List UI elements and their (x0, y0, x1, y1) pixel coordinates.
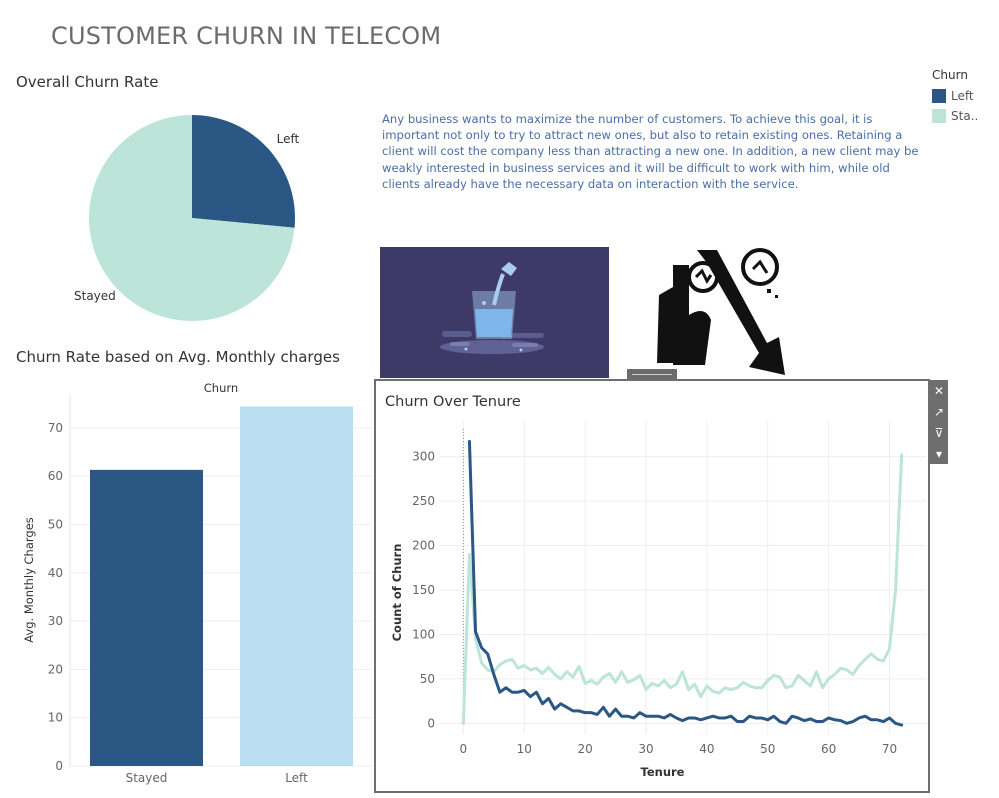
legend-title: Churn (932, 68, 968, 82)
line-x-tick-label: 70 (882, 742, 897, 756)
legend-item-left[interactable]: Left (932, 86, 994, 106)
line-x-tick-label: 20 (577, 742, 592, 756)
bar-y-tick-label: 40 (48, 566, 63, 580)
legend-item-stayed[interactable]: Sta.. (932, 106, 994, 126)
bar-y-tick-label: 0 (55, 759, 63, 773)
bar-y-axis-title: Avg. Monthly Charges (22, 517, 36, 643)
bar-y-tick-label: 50 (48, 517, 63, 531)
overall-churn-pie-chart: Left Stayed (74, 115, 300, 321)
bar-chart-title: Churn Rate based on Avg. Monthly charges (16, 348, 340, 366)
legend-swatch-left (932, 89, 946, 103)
water-glass-illustration (380, 247, 609, 378)
pie-slice-left (192, 115, 295, 228)
bar-y-tick-label: 30 (48, 614, 63, 628)
bar-x-tick-label: Stayed (126, 771, 168, 785)
legend-swatch-stayed (932, 109, 946, 123)
line-x-tick-label: 30 (638, 742, 653, 756)
bar-column-header: Churn (204, 381, 238, 395)
series-line-stayed (461, 453, 904, 725)
line-x-tick-label: 10 (517, 742, 532, 756)
bar-left (240, 406, 353, 766)
line-y-tick-label: 150 (412, 583, 435, 597)
filter-icon[interactable]: ⊽ (934, 425, 944, 440)
bar-y-tick-label: 60 (48, 469, 63, 483)
series-line-left (467, 439, 904, 727)
bar-stayed (90, 469, 203, 766)
hands-price-icon (645, 245, 795, 380)
line-x-tick-label: 0 (460, 742, 468, 756)
line-y-tick-label: 250 (412, 494, 435, 508)
layout-drag-handle[interactable] (627, 369, 677, 380)
menu-dropdown-icon[interactable]: ▾ (935, 446, 943, 461)
legend-label-left: Left (951, 89, 974, 103)
churn-over-tenure-line-chart: 0 50 100 150 200 250 300 0 10 20 30 40 50 60 70 Tenure C… (390, 421, 926, 779)
dashboard-title: CUSTOMER CHURN IN TELECOM (51, 22, 442, 50)
line-y-tick-label: 0 (427, 716, 435, 730)
pie-slice-stayed (88, 115, 295, 321)
churn-over-tenure-panel[interactable]: 0 50 100 150 200 250 300 0 10 20 30 40 50 60 70 Tenure C… (374, 379, 930, 793)
panel-toolbar: ✕ ↗ ⊽ ▾ (930, 380, 948, 464)
line-y-tick-label: 50 (420, 672, 435, 686)
line-x-tick-label: 40 (699, 742, 714, 756)
line-x-axis-title: Tenure (641, 765, 685, 779)
open-external-icon[interactable]: ↗ (933, 404, 945, 419)
pie-chart-title: Overall Churn Rate (16, 73, 159, 91)
bar-y-tick-label: 70 (48, 421, 63, 435)
close-icon[interactable]: ✕ (933, 383, 945, 398)
line-x-tick-label: 50 (760, 742, 775, 756)
line-y-axis-title: Count of Churn (390, 544, 404, 642)
bar-x-tick-label: Left (285, 771, 308, 785)
legend-label-stayed: Sta.. (951, 109, 979, 123)
bar-y-tick-label: 10 (48, 711, 63, 725)
description-text: Any business wants to maximize the numbe… (382, 112, 919, 191)
line-y-tick-label: 100 (412, 627, 435, 641)
churn-legend[interactable]: Churn Left Sta.. (932, 68, 994, 126)
line-y-tick-label: 300 (412, 450, 435, 464)
avg-monthly-charges-bar-chart: 0 10 20 30 40 50 60 70 Churn Avg. Monthly Charges… (22, 381, 372, 785)
line-y-tick-label: 200 (412, 538, 435, 552)
pie-label-left: Left (277, 132, 300, 146)
pie-label-stayed: Stayed (74, 289, 116, 303)
line-x-tick-label: 60 (821, 742, 836, 756)
bar-y-tick-label: 20 (48, 662, 63, 676)
line-chart-title: Churn Over Tenure (385, 394, 521, 410)
